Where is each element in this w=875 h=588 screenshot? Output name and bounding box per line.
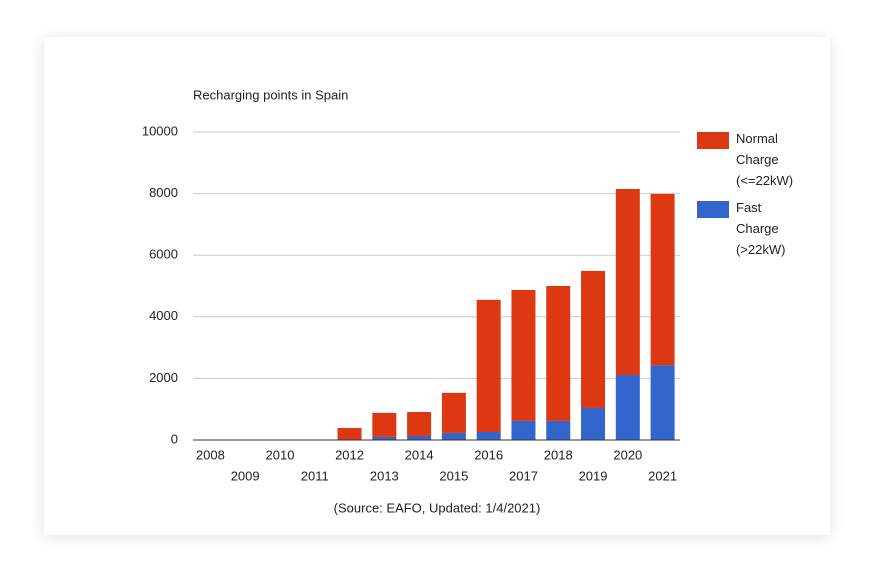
chart-title: Recharging points in Spain (193, 87, 348, 102)
x-tick-label: 2010 (266, 447, 295, 462)
x-tick-label: 2012 (335, 447, 364, 462)
y-tick-label: 10000 (142, 123, 178, 138)
x-tick-label: 2018 (544, 447, 573, 462)
legend-item: Fast Charge (>22kW) (697, 200, 796, 260)
legend-label: Fast Charge (>22kW) (736, 200, 786, 257)
bar-segment (476, 299, 501, 432)
x-tick-label: 2019 (579, 468, 608, 483)
bar-segment (546, 420, 571, 440)
x-tick-label: 2011 (301, 468, 329, 483)
x-tick-label: 2013 (370, 468, 399, 483)
bar-segment (650, 193, 675, 366)
bar-segment (372, 412, 397, 437)
y-tick-label: 2000 (149, 370, 178, 385)
bar-segment (441, 392, 466, 433)
x-tick-label: 2008 (196, 447, 225, 462)
bar-segment (511, 420, 536, 440)
bar-segment (407, 411, 432, 436)
bar-segment (615, 188, 640, 376)
x-tick-label: 2015 (439, 468, 468, 483)
bar-segment (546, 286, 571, 421)
y-tick-label: 8000 (149, 185, 178, 200)
source-note: (Source: EAFO, Updated: 1/4/2021) (334, 500, 541, 515)
bar-segment (615, 375, 640, 440)
bar-segment (650, 365, 675, 440)
bar-segment (407, 435, 432, 440)
bar-segment (581, 270, 606, 408)
bar-segment (441, 432, 466, 440)
y-tick-label: 4000 (149, 308, 178, 323)
card (44, 37, 830, 535)
bar-segment (476, 431, 501, 440)
bar-segment (337, 427, 362, 440)
legend-item: Normal Charge (<=22kW) (697, 131, 796, 191)
bar-segment (372, 436, 397, 440)
legend-swatch (697, 201, 729, 218)
x-tick-label: 2021 (648, 468, 677, 483)
bar-segment (511, 290, 536, 421)
x-tick-label: 2020 (613, 447, 642, 462)
y-tick-label: 6000 (149, 247, 178, 262)
x-tick-label: 2014 (405, 447, 434, 462)
legend-label: Normal Charge (<=22kW) (736, 131, 794, 188)
y-tick-label: 0 (171, 431, 178, 446)
legend-swatch (697, 132, 729, 149)
x-tick-label: 2009 (231, 468, 260, 483)
x-tick-label: 2017 (509, 468, 538, 483)
x-tick-label: 2016 (474, 447, 503, 462)
bar-segment (581, 407, 606, 440)
